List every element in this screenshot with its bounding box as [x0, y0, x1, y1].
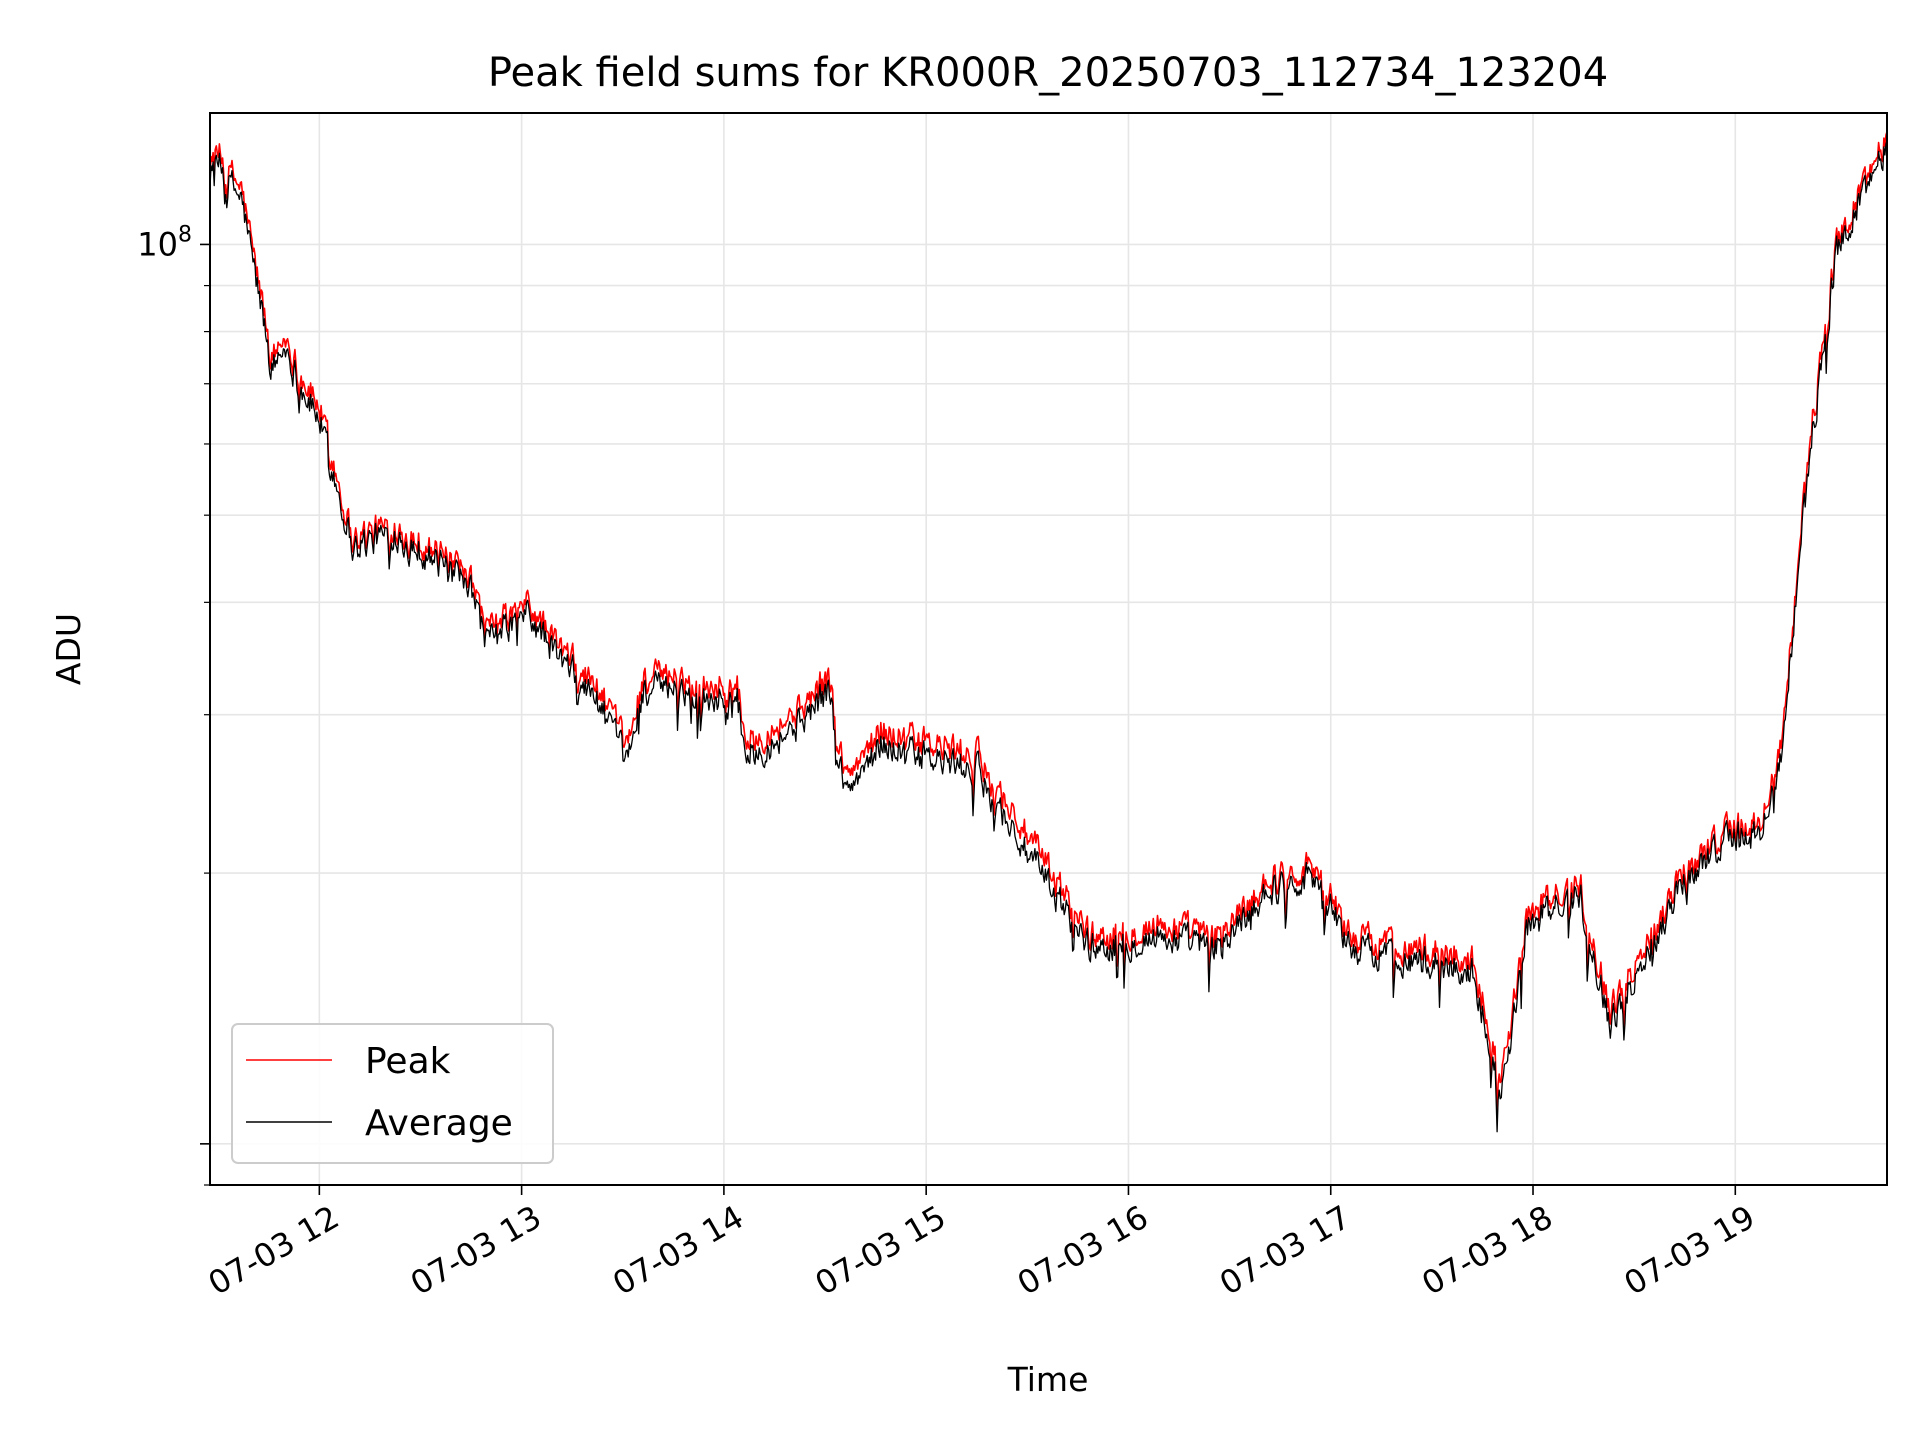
y-axis-ticks: 108 — [137, 222, 210, 1186]
chart-title: Peak field sums for KR000R_20250703_1127… — [488, 50, 1608, 96]
y-tick-label-exponent: 8 — [178, 222, 192, 247]
x-axis-label: Time — [1007, 1360, 1089, 1399]
y-axis-label: ADU — [49, 613, 88, 685]
series-line-peak — [209, 131, 1888, 1117]
y-tick-label: 108 — [137, 222, 192, 263]
legend: Peak Average — [231, 1023, 554, 1164]
legend-label-average: Average — [365, 1103, 513, 1144]
plot-frame — [209, 112, 1888, 1186]
legend-box — [231, 1023, 554, 1164]
legend-label-peak: Peak — [365, 1041, 451, 1082]
series-line-average — [209, 140, 1888, 1133]
series-lines — [209, 131, 1888, 1133]
y-tick-label-base: 10 — [137, 225, 178, 263]
